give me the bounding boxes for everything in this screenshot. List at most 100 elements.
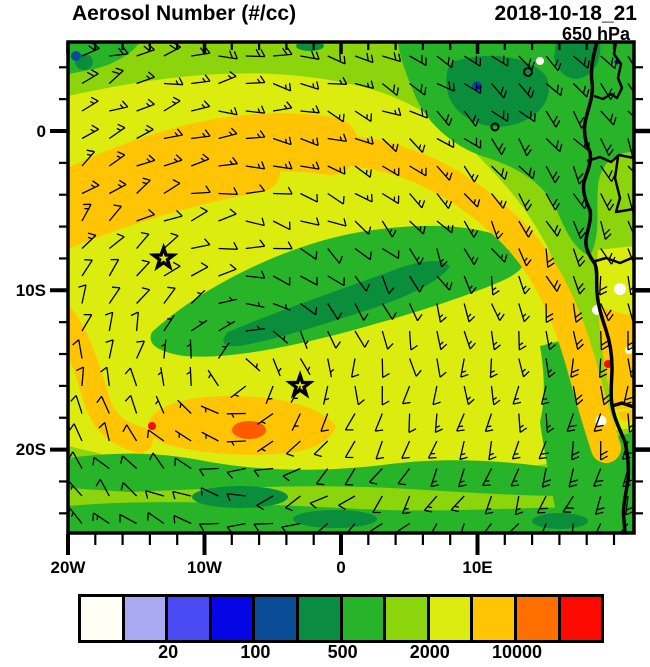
wind-barb — [108, 67, 124, 84]
wind-barb — [600, 441, 608, 461]
wind-barb — [354, 330, 370, 348]
wind-barb — [594, 495, 605, 515]
wind-barb — [245, 358, 261, 372]
wind-barb — [327, 218, 347, 227]
wind-barb — [518, 110, 536, 123]
wind-barb — [173, 514, 192, 525]
wind-barb — [105, 339, 114, 359]
wind-barb — [540, 385, 550, 406]
wind-barb — [300, 81, 320, 90]
wind-barb — [81, 124, 99, 140]
contour-region-orange-speck-coast — [618, 410, 634, 422]
wind-barb — [136, 98, 155, 112]
wind-barb — [218, 50, 238, 60]
wind-barb — [320, 413, 329, 432]
wind-barb — [109, 100, 129, 112]
wind-barb — [300, 247, 318, 260]
wind-barb — [245, 161, 266, 170]
wind-barb — [381, 247, 400, 260]
wind-barb — [600, 55, 618, 69]
border-congo-drc-a — [586, 153, 634, 164]
wind-barb — [108, 233, 125, 250]
colorbar-swatch-9 — [473, 597, 517, 640]
wind-barb — [245, 301, 265, 308]
wind-barb — [108, 258, 120, 277]
wind-barb — [300, 275, 318, 286]
contour-region-darkgreen-topcenter-speck — [296, 42, 324, 51]
wind-barb — [163, 179, 181, 195]
wind-barb — [436, 193, 453, 209]
wind-barb — [490, 193, 507, 209]
wind-barb — [218, 127, 238, 140]
wind-barb — [81, 259, 93, 277]
wind-barb — [136, 124, 154, 140]
lat-tick-label-20S: 20S — [15, 440, 46, 460]
wind-barb — [450, 495, 465, 513]
wind-barb — [381, 165, 400, 177]
wind-barb — [186, 339, 192, 359]
wind-barb — [463, 385, 475, 405]
wind-barb — [245, 75, 266, 85]
wind-barb — [490, 275, 500, 296]
wind-barb — [545, 138, 563, 153]
wind-barb — [218, 320, 236, 332]
wind-barb — [172, 490, 192, 500]
wind-barb — [81, 96, 99, 112]
wind-barb — [163, 209, 183, 222]
wind-barb — [272, 136, 292, 146]
wind-barb — [299, 330, 309, 350]
wind-barb — [572, 83, 590, 98]
wind-barb — [483, 523, 493, 533]
wind-barb — [518, 358, 530, 378]
contour-region-white-blob4 — [536, 57, 544, 65]
wind-barb — [570, 358, 580, 378]
wind-barb — [273, 161, 293, 170]
wind-barb — [315, 468, 329, 486]
wind-barb — [484, 413, 494, 433]
wind-barb — [163, 96, 181, 112]
wind-barb — [401, 385, 411, 405]
contour-band-orange-arc-coastal — [295, 134, 621, 463]
wind-barb — [200, 487, 219, 497]
wind-barb — [627, 220, 634, 237]
wind-barb — [458, 468, 467, 488]
wind-barb — [245, 184, 266, 195]
border-gabon-congo — [593, 42, 624, 101]
wind-barb — [226, 492, 246, 502]
lon-tick-label-20W: 20W — [50, 558, 86, 577]
wind-barb — [81, 232, 97, 249]
wind-barb — [136, 259, 151, 277]
wind-barb — [81, 203, 92, 222]
wind-barb — [508, 523, 520, 533]
wind-barb — [95, 478, 110, 497]
lon-tick-label-10W: 10W — [187, 558, 222, 577]
wind-barb — [354, 275, 371, 292]
wind-barb — [299, 358, 311, 376]
wind-barb — [381, 192, 400, 205]
calm-wind-circle — [523, 67, 533, 77]
colorbar-swatch-3 — [211, 597, 256, 640]
wind-barb — [518, 413, 528, 433]
wind-barb — [108, 204, 122, 222]
wind-barb — [344, 468, 356, 486]
calm-wind-circle — [490, 122, 500, 132]
wind-barb — [545, 220, 562, 237]
wind-barb — [218, 241, 239, 250]
wind-barb — [409, 275, 424, 293]
wind-barb — [459, 440, 468, 461]
wind-barb — [257, 412, 274, 425]
wind-barb — [409, 82, 427, 96]
wind-barb — [484, 495, 494, 515]
wind-barb — [245, 130, 266, 140]
wind-barb — [518, 248, 532, 267]
lon-tick-label-10E: 10E — [462, 558, 493, 577]
wind-barb — [160, 339, 167, 359]
wind-barb — [136, 340, 145, 359]
wind-barb — [382, 52, 402, 63]
wind-barb — [434, 413, 443, 433]
wind-barb — [108, 123, 126, 140]
wind-barb — [124, 394, 138, 414]
wind-barb — [600, 303, 614, 322]
wind-barb — [256, 495, 274, 511]
